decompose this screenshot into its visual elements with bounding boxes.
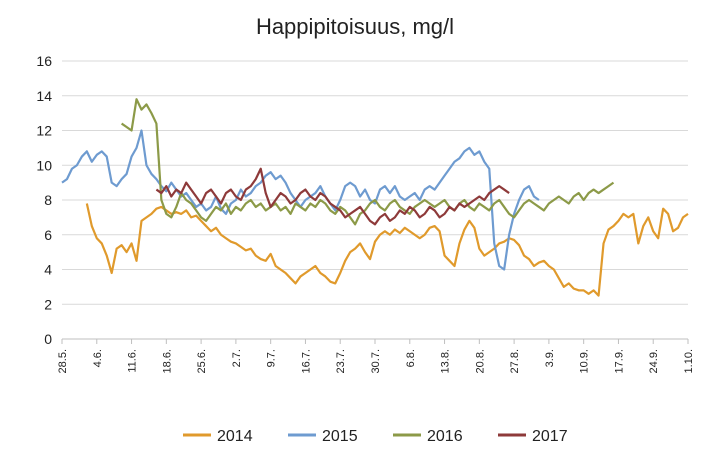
y-tick-label: 14 — [36, 88, 52, 104]
x-tick-label: 20.8. — [474, 349, 486, 373]
x-tick-label: 10.9. — [579, 349, 591, 373]
y-axis-ticks: 0 2 4 6 8 10 12 14 16 — [36, 53, 52, 347]
x-tick-label: 16.7. — [300, 349, 312, 373]
x-tick-label: 3.9. — [544, 349, 556, 367]
x-tick-label: 17.9. — [613, 349, 625, 373]
y-tick-label: 8 — [44, 192, 52, 208]
series-line-2017 — [155, 167, 510, 226]
series-line-2016 — [120, 98, 615, 226]
x-axis-ticks: 28.5. 4.6. 11.6. 18.6. 25.6. 2.7. 9.7. 16.7. 23.… — [57, 339, 695, 373]
y-tick-label: 12 — [36, 123, 52, 139]
x-tick-label: 25.6. — [196, 349, 208, 373]
y-tick-label: 4 — [44, 262, 52, 278]
y-tick-label: 2 — [44, 296, 52, 312]
x-tick-label: 13.8. — [440, 349, 452, 373]
legend-label-2017: 2017 — [532, 428, 568, 445]
x-tick-label: 23.7. — [335, 349, 347, 373]
x-tick-label: 11.6. — [127, 349, 139, 373]
legend-label-2016: 2016 — [427, 428, 463, 445]
legend-label-2014: 2014 — [217, 428, 253, 445]
y-tick-label: 6 — [44, 227, 52, 243]
x-tick-label: 18.6. — [161, 349, 173, 373]
x-tick-label: 6.8. — [405, 349, 417, 367]
y-tick-label: 16 — [36, 53, 52, 69]
y-tick-label: 10 — [36, 157, 52, 173]
y-tick-label: 0 — [44, 331, 52, 347]
x-tick-label: 1.10. — [683, 349, 695, 373]
chart-title: Happipitoisuus, mg/l — [256, 14, 454, 39]
x-tick-label: 24.9. — [648, 349, 660, 373]
series-line-2014 — [85, 203, 689, 297]
x-tick-label: 9.7. — [266, 349, 278, 367]
x-tick-label: 2.7. — [231, 349, 243, 367]
x-tick-label: 27.8. — [509, 349, 521, 373]
x-tick-label: 28.5. — [57, 349, 69, 373]
legend-label-2015: 2015 — [322, 428, 358, 445]
legend: 2014 2015 2016 2017 — [183, 428, 568, 445]
x-tick-label: 4.6. — [92, 349, 104, 367]
x-tick-label: 30.7. — [370, 349, 382, 373]
series-group — [61, 98, 689, 297]
